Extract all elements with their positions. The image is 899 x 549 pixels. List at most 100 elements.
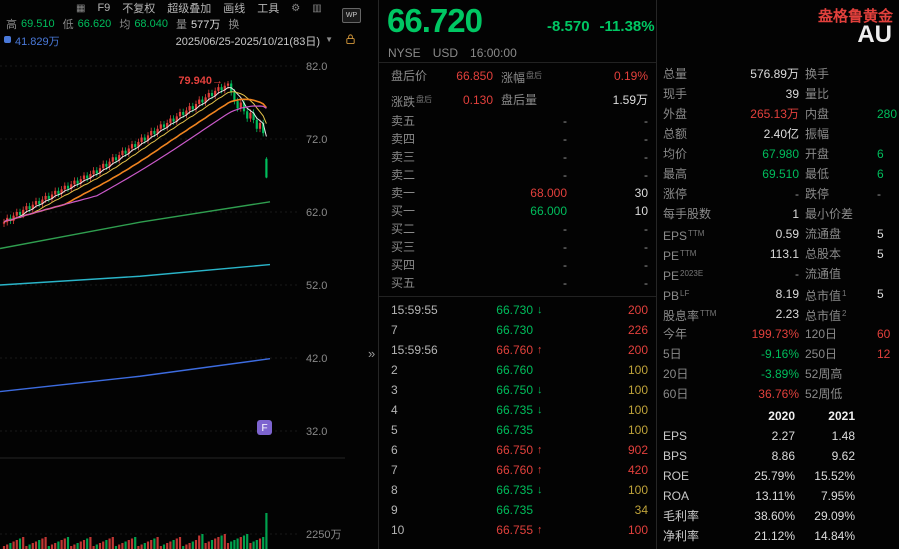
collapse-panel-button[interactable]: » — [368, 346, 376, 361]
volume-bar — [38, 540, 41, 549]
info-field-value: 66.620 — [77, 17, 112, 30]
candle-body — [130, 144, 134, 149]
financials-value: 15.52% — [814, 469, 855, 483]
order-book-row[interactable]: 买三 - - — [379, 238, 656, 256]
grid-layout-icon[interactable]: ▦ — [76, 2, 86, 14]
candle-body — [210, 93, 214, 96]
candle-body — [22, 209, 25, 215]
volume-bar — [73, 544, 76, 549]
stats-label: 均价 — [663, 147, 688, 161]
candlestick-chart[interactable]: 82.0 72.0 62.0 52.0 42.0 32.0 2250万 79.940→ F — [0, 48, 378, 549]
toolbar-adjust-mode-button[interactable]: 不复权 — [122, 3, 156, 15]
stats-value: 69.510 — [762, 167, 799, 181]
tape-price: 66.750 — [496, 443, 533, 457]
tape-price: 66.735 — [496, 423, 533, 437]
stats-row: 最高 69.510 最低 6 — [657, 164, 899, 184]
stats-panel: 盎格鲁黄金 AU 总量 576.89万 换手 现手 39 量比 外盘 265.13万 内盘 280… — [657, 0, 899, 549]
financials-label: ROA — [663, 489, 690, 503]
candle-body — [166, 122, 169, 128]
candle-body — [172, 118, 175, 122]
candle-body — [41, 199, 44, 204]
financials-value: 29.09% — [814, 509, 855, 523]
toolbar-super-overlay-button[interactable]: 超级叠加 — [167, 3, 212, 15]
label-superscript: 2 — [842, 309, 847, 318]
quote-panel: 66.720 -8.570 -11.38% NYSE USD 16:00:00 盘后价… — [379, 0, 657, 549]
toolbar-f9-button[interactable]: F9 — [97, 2, 111, 14]
candle-body — [18, 212, 22, 215]
tape-volume: 902 — [627, 443, 648, 457]
order-book-level-label: 买一 — [391, 204, 416, 218]
settings-gear-icon[interactable]: ⚙ — [291, 2, 301, 14]
stats-label: 总额 — [663, 127, 688, 141]
candle-body — [57, 190, 60, 194]
date-range-selector[interactable]: 2025/06/25-2025/10/21(83日) — [175, 36, 320, 48]
order-book-row[interactable]: 买四 - - — [379, 256, 656, 274]
order-book-row[interactable]: 卖三 - - — [379, 148, 656, 166]
candle-body — [169, 118, 172, 123]
financials-value: 9.62 — [831, 449, 855, 463]
toolbar-draw-line-button[interactable]: 画线 — [223, 3, 246, 15]
toolbar-tools-button[interactable]: 工具 — [257, 3, 280, 15]
volume-bar — [79, 541, 82, 549]
candle-body — [153, 130, 156, 134]
stats-value: 5 — [877, 227, 884, 241]
order-book-row[interactable]: 卖五 - - — [379, 112, 656, 130]
order-book-row[interactable]: 卖二 - - — [379, 166, 656, 184]
volume-bar — [175, 538, 178, 549]
candle-body — [182, 111, 185, 115]
order-book-row[interactable]: 买五 - - — [379, 274, 656, 292]
chevron-down-icon[interactable]: ▼ — [325, 35, 333, 44]
candle-body — [262, 122, 265, 134]
ma250-line — [0, 358, 271, 393]
tape-row: 15:59:56 66.760 ↑ 200 — [379, 340, 656, 360]
stats-label: 今年 — [663, 327, 688, 341]
volume-bar — [182, 546, 185, 549]
order-book-row[interactable]: 卖四 - - — [379, 130, 656, 148]
tape-volume: 100 — [627, 363, 648, 377]
financials-year: 2021 — [828, 409, 855, 423]
stats-label: 20日 — [663, 367, 689, 381]
candle-body — [92, 170, 95, 175]
stats-row: 股息率TTM 2.23 总市值2 — [657, 304, 899, 324]
info-field-label: 高 — [6, 18, 17, 31]
stats-row: PE2023E - 流通值 — [657, 264, 899, 284]
panel-layout-icon[interactable]: ▥ — [312, 2, 322, 14]
chart-tool-f-badge[interactable] — [257, 420, 272, 435]
quote-time: 16:00:00 — [470, 46, 517, 60]
stats-row: 20日 -3.89% 52周高 — [657, 364, 899, 384]
stats-value: -9.16% — [760, 347, 799, 361]
stats-row: 60日 36.76% 52周低 — [657, 384, 899, 404]
candle-body — [12, 215, 15, 221]
volume-bar — [2, 546, 6, 549]
volume-bar — [121, 543, 124, 549]
financials-value: 1.48 — [831, 429, 855, 443]
stats-label: 60日 — [663, 387, 689, 401]
volume-bar — [188, 543, 191, 549]
volume-bar — [226, 543, 230, 549]
candle-body — [124, 150, 127, 154]
order-book: 卖五 - - 卖四 - - 卖三 - - 卖二 - - 卖一 68.000 30 买一 66.000 10 买二 - -… — [379, 112, 656, 292]
stats-value: 8.19 — [775, 287, 799, 301]
candle-body — [185, 110, 188, 115]
after-hours-value: 66.850 — [456, 69, 493, 83]
chart-panel: ▦ F9 不复权 超级叠加 画线 工具 ⚙ ▥ 高 69.510 低 66.620 均 6… — [0, 0, 379, 549]
order-book-row[interactable]: 买一 66.000 10 — [379, 202, 656, 220]
stats-label: 52周高 — [805, 367, 843, 381]
stats-label: 最高 — [663, 167, 688, 181]
order-book-row[interactable]: 买二 - - — [379, 220, 656, 238]
order-book-level-label: 买五 — [391, 276, 416, 290]
candle-body — [95, 170, 98, 174]
tape-volume: 100 — [627, 523, 648, 537]
wp-badge[interactable]: WP — [342, 8, 361, 23]
tape-time: 3 — [391, 383, 398, 397]
volume-bar — [127, 540, 130, 549]
volume-legend-dot — [4, 36, 11, 43]
stats-value: 67.980 — [762, 147, 799, 161]
volume-bar — [95, 544, 98, 549]
candle-body — [159, 124, 162, 129]
after-hours-row: 盘后价 66.850 涨幅盘后 0.19% — [379, 64, 656, 88]
order-book-row[interactable]: 卖一 68.000 30 — [379, 184, 656, 202]
tape-time: 2 — [391, 363, 398, 377]
lock-icon[interactable] — [345, 33, 356, 45]
ma-line-10 — [3, 91, 267, 223]
